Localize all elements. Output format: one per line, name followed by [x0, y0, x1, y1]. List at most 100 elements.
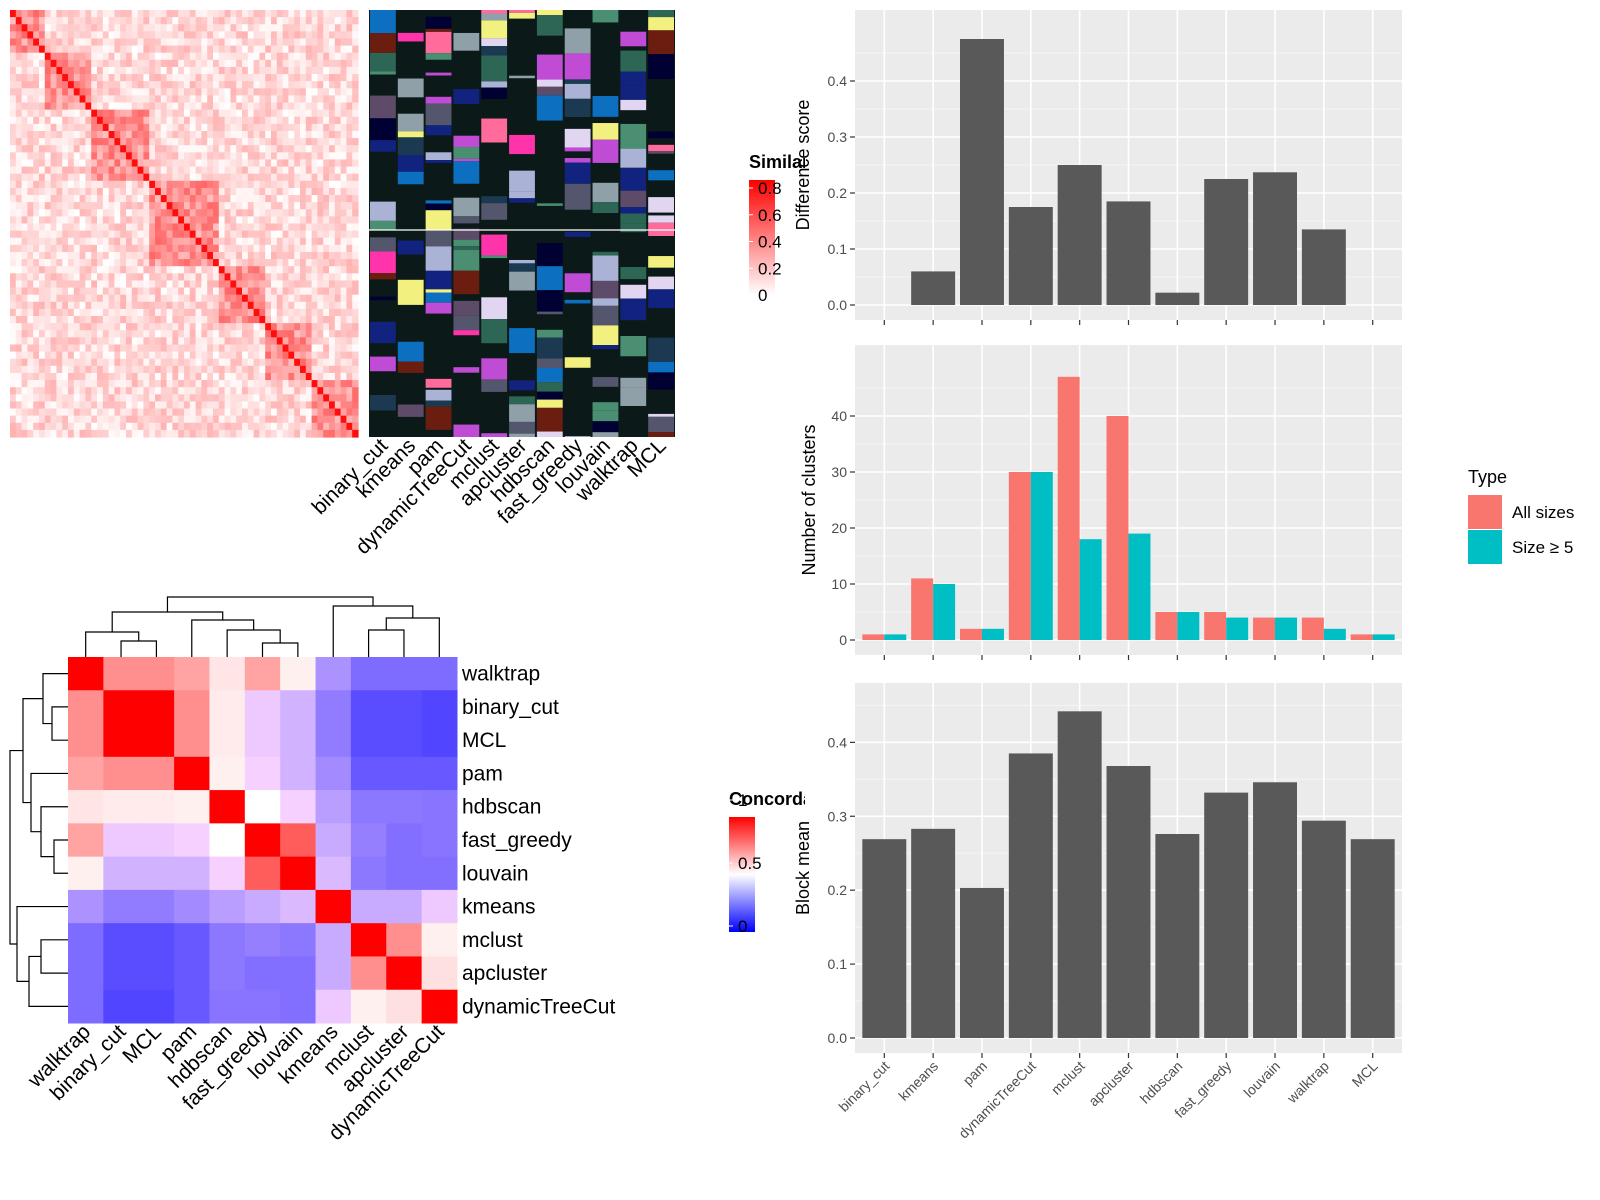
similarity-cell [259, 202, 266, 210]
similarity-cell [21, 259, 28, 267]
similarity-cell [340, 130, 347, 139]
similarity-cell [334, 344, 342, 353]
similarity-cell [10, 372, 17, 381]
similarity-cell [178, 195, 185, 203]
similarity-cell [242, 372, 249, 381]
similarity-cell [207, 66, 214, 75]
similarity-cell [323, 195, 330, 203]
annotation-segment [425, 400, 452, 407]
similarity-cell [108, 45, 115, 54]
similarity-cell [126, 372, 133, 381]
similarity-cell [50, 244, 57, 253]
similarity-cell [282, 266, 289, 274]
annotation-segment [620, 190, 647, 208]
similarity-cell [334, 31, 342, 40]
similarity-cell [253, 159, 260, 168]
similarity-cell [73, 195, 81, 203]
similarity-cell [131, 173, 139, 182]
similarity-cell [178, 187, 185, 196]
similarity-cell [189, 408, 197, 417]
similarity-cell [102, 138, 110, 146]
similarity-cell [323, 109, 330, 118]
similarity-cell [323, 316, 330, 324]
similarity-cell [114, 351, 121, 360]
similarity-cell [305, 344, 313, 353]
similarity-cell [126, 145, 133, 153]
similarity-cell [149, 173, 156, 182]
similarity-cell [271, 230, 278, 239]
similarity-cell [218, 273, 226, 282]
similarity-cell [102, 380, 110, 388]
similarity-cell [10, 408, 17, 417]
similarity-cell [242, 159, 249, 168]
similarity-cell [334, 95, 342, 104]
similarity-cell [178, 273, 185, 282]
similarity-cell [160, 351, 168, 360]
similarity-cell [236, 159, 243, 168]
similarity-cell [253, 145, 260, 153]
concordance-cell [68, 756, 104, 791]
similarity-cell [15, 10, 23, 18]
similarity-cell [329, 422, 336, 431]
similarity-cell [305, 251, 313, 260]
similarity-cell [172, 45, 179, 54]
similarity-cell [79, 216, 86, 225]
similarity-cell [33, 159, 40, 168]
similarity-cell [56, 95, 63, 104]
similarity-cell [143, 74, 150, 82]
annotation-segment [370, 95, 396, 119]
similarity-cell [160, 323, 168, 331]
similarity-cell [126, 244, 133, 253]
similarity-cell [253, 52, 260, 61]
similarity-cell [114, 237, 121, 246]
concordance-cell [103, 790, 140, 824]
similarity-cell [155, 95, 162, 104]
similarity-cell [323, 244, 330, 253]
concordance-cell [68, 723, 104, 758]
similarity-cell [143, 429, 150, 438]
similarity-cell [236, 123, 243, 132]
similarity-cell [294, 166, 301, 175]
similarity-cell [155, 429, 162, 438]
similarity-cell [224, 88, 231, 96]
similarity-cell [172, 173, 179, 182]
similarity-cell [340, 66, 347, 75]
concordance-cell [350, 856, 387, 891]
similarity-cell [97, 323, 104, 331]
similarity-cell [213, 209, 220, 217]
similarity-cell [15, 244, 23, 253]
similarity-cell [247, 351, 255, 360]
similarity-cell [143, 351, 150, 360]
similarity-cell [97, 38, 104, 47]
similarity-cell [329, 408, 336, 417]
similarity-cell [305, 294, 313, 303]
similarity-cell [131, 380, 139, 388]
similarity-cell [195, 109, 202, 118]
similarity-cell [184, 358, 191, 367]
similarity-cell [218, 88, 226, 96]
annotation-segment [536, 242, 563, 267]
similarity-cell [10, 66, 17, 75]
similarity-cell [79, 266, 86, 274]
similarity-cell [21, 351, 28, 360]
similarity-cell [102, 429, 110, 438]
similarity-cell [305, 365, 313, 374]
similarity-cell [184, 202, 191, 210]
similarity-cell [271, 330, 278, 338]
similarity-cell [329, 138, 336, 146]
similarity-cell [85, 294, 92, 303]
similarity-cell [300, 429, 307, 438]
similarity-cell [195, 294, 202, 303]
similarity-cell [97, 202, 104, 210]
similarity-cell [230, 351, 237, 360]
similarity-cell [207, 337, 214, 346]
similarity-cell [143, 301, 150, 310]
similarity-cell [79, 102, 86, 111]
similarity-cell [166, 380, 173, 388]
similarity-cell [160, 216, 168, 225]
similarity-cell [73, 152, 81, 161]
similarity-cell [224, 152, 231, 161]
similarity-cell [33, 358, 40, 367]
similarity-cell [294, 372, 301, 381]
similarity-cell [236, 422, 243, 431]
